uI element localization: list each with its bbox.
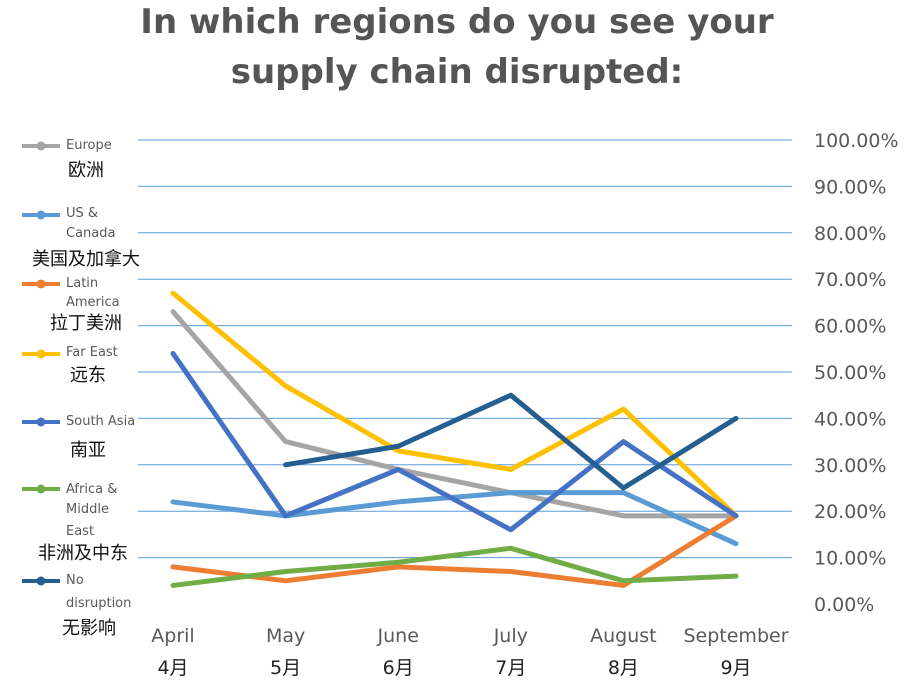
y-tick-label: 30.00% bbox=[814, 455, 886, 477]
chart-title-line-1: In which regions do you see your bbox=[140, 2, 774, 42]
legend-label-cn: 非洲及中东 bbox=[38, 543, 128, 564]
x-tick-label: May bbox=[266, 625, 305, 647]
x-tick-label-cn: 5月 bbox=[270, 657, 301, 679]
legend-label: Latin bbox=[66, 276, 98, 291]
x-tick-label: July bbox=[493, 625, 528, 647]
legend-label-cn: 南亚 bbox=[70, 440, 106, 461]
legend-label-cn: 拉丁美洲 bbox=[50, 313, 122, 334]
chart-title-line-2: supply chain disrupted: bbox=[230, 52, 684, 92]
legend-label: disruption bbox=[66, 596, 131, 611]
legend-label: Europe bbox=[66, 138, 112, 153]
legend-marker bbox=[36, 349, 46, 359]
series-line-no-disruption bbox=[283, 392, 739, 491]
x-tick-label-cn: 8月 bbox=[608, 657, 639, 679]
series-line-south-asia bbox=[170, 350, 739, 533]
legend-marker bbox=[36, 141, 46, 151]
x-tick-label: April bbox=[151, 625, 194, 647]
x-tick-label: June bbox=[377, 625, 419, 647]
legend-label: No bbox=[66, 573, 84, 588]
y-tick-label: 90.00% bbox=[814, 176, 886, 198]
y-tick-label: 0.00% bbox=[814, 594, 874, 616]
legend-label: US & bbox=[66, 206, 98, 221]
legend-marker bbox=[36, 484, 46, 494]
legend-label-cn: 美国及加拿大 bbox=[32, 248, 140, 270]
legend-label: America bbox=[66, 295, 120, 310]
y-tick-label: 50.00% bbox=[814, 362, 886, 384]
x-tick-label: September bbox=[683, 625, 788, 647]
legend-marker bbox=[36, 576, 46, 586]
legend-label: Middle bbox=[66, 502, 109, 517]
legend-marker bbox=[36, 417, 46, 427]
legend-label: Africa & bbox=[66, 482, 117, 497]
y-tick-label: 100.00% bbox=[814, 130, 899, 152]
legend-marker bbox=[36, 279, 46, 289]
legend-label-cn: 无影响 bbox=[62, 618, 116, 639]
y-tick-label: 10.00% bbox=[814, 548, 886, 570]
series-line-far-east bbox=[170, 290, 739, 519]
legend-marker bbox=[36, 210, 46, 220]
legend-label: South Asia bbox=[66, 414, 135, 429]
x-tick-label: August bbox=[590, 625, 657, 647]
y-tick-label: 40.00% bbox=[814, 408, 886, 430]
x-tick-label-cn: 7月 bbox=[495, 657, 526, 679]
series-line-europe bbox=[170, 309, 739, 519]
y-tick-label: 70.00% bbox=[814, 269, 886, 291]
legend-label: Canada bbox=[66, 226, 115, 241]
legend-label: East bbox=[66, 524, 94, 539]
legend-label: Far East bbox=[66, 345, 118, 360]
x-tick-label-cn: 6月 bbox=[383, 657, 414, 679]
legend-label-cn: 欧洲 bbox=[68, 160, 104, 181]
legend-label-cn: 远东 bbox=[70, 365, 106, 386]
y-tick-label: 80.00% bbox=[814, 223, 886, 245]
x-tick-label-cn: 9月 bbox=[720, 657, 751, 679]
series-line-africa-middle-east bbox=[170, 545, 739, 588]
y-tick-label: 20.00% bbox=[814, 501, 886, 523]
series-line-latin-america bbox=[170, 513, 739, 588]
x-tick-label-cn: 4月 bbox=[157, 657, 188, 679]
y-tick-label: 60.00% bbox=[814, 316, 886, 338]
